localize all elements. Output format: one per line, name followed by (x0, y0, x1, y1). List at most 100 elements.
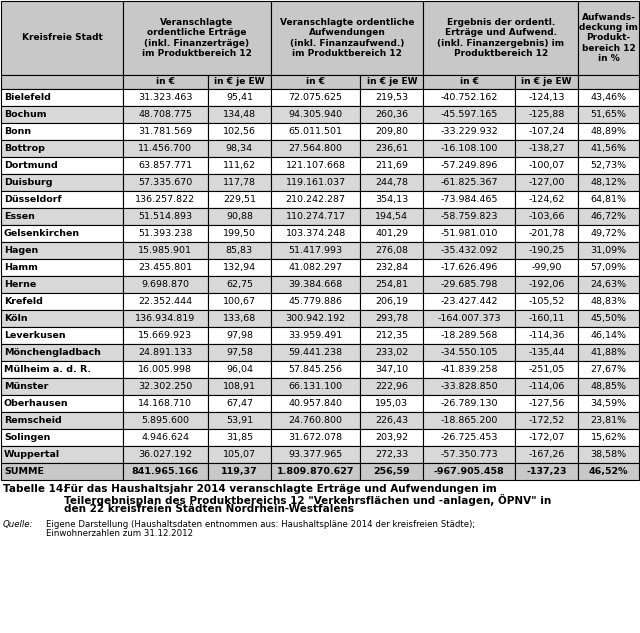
Bar (271, 123, 360, 140)
Text: 23.455.801: 23.455.801 (138, 263, 193, 272)
Text: -164.007.373: -164.007.373 (437, 314, 501, 323)
Text: 51.417.993: 51.417.993 (289, 246, 342, 255)
Text: Wuppertal: Wuppertal (4, 450, 60, 459)
Text: 41.082.297: 41.082.297 (289, 263, 342, 272)
Bar (424, 395, 515, 412)
Text: -57.350.773: -57.350.773 (440, 450, 498, 459)
Bar (424, 157, 515, 174)
Text: 46,14%: 46,14% (591, 331, 627, 340)
Bar (515, 310, 578, 327)
Bar (271, 106, 360, 123)
Text: den 22 kreisfreien Städten Nordrhein-Westfalens: den 22 kreisfreien Städten Nordrhein-Wes… (64, 504, 354, 514)
Bar (208, 293, 271, 310)
Text: Krefeld: Krefeld (4, 297, 43, 306)
Bar (123, 89, 208, 106)
Bar (578, 395, 639, 412)
Bar (578, 310, 639, 327)
Bar (360, 89, 424, 106)
Bar (123, 446, 208, 463)
Text: 110.274.717: 110.274.717 (285, 212, 346, 221)
Bar (424, 412, 515, 429)
Bar (515, 259, 578, 276)
Bar (578, 225, 639, 242)
Text: in € je EW: in € je EW (367, 77, 417, 87)
Text: Hagen: Hagen (4, 246, 38, 255)
Text: 276,08: 276,08 (375, 246, 408, 255)
Bar (1, 378, 123, 395)
Text: 1.809.870.627: 1.809.870.627 (277, 467, 355, 476)
Text: 48,12%: 48,12% (591, 178, 627, 187)
Text: -967.905.458: -967.905.458 (434, 467, 504, 476)
Bar (123, 276, 208, 293)
Bar (515, 225, 578, 242)
Bar (123, 395, 208, 412)
Text: Eigene Darstellung (Haushaltsdaten entnommen aus: Haushaltspläne 2014 der kreisf: Eigene Darstellung (Haushaltsdaten entno… (46, 520, 476, 529)
Bar (123, 361, 208, 378)
Text: in €: in € (156, 77, 175, 87)
Text: 38,58%: 38,58% (591, 450, 627, 459)
Bar (123, 463, 208, 480)
Bar (123, 429, 208, 446)
Text: -160,11: -160,11 (528, 314, 564, 323)
Text: -172,52: -172,52 (528, 416, 564, 425)
Bar (360, 378, 424, 395)
Bar (208, 327, 271, 344)
Bar (208, 174, 271, 191)
Text: 119.161.037: 119.161.037 (285, 178, 346, 187)
Text: 45.779.886: 45.779.886 (289, 297, 342, 306)
Bar (360, 429, 424, 446)
Text: Tabelle 14:: Tabelle 14: (3, 484, 67, 494)
Bar (424, 123, 515, 140)
Text: Teilergebnisplan des Produktbereichs 12 "Verkehrsflächen und -anlagen, ÖPNV" in: Teilergebnisplan des Produktbereichs 12 … (64, 494, 551, 506)
Bar (123, 1, 271, 75)
Text: Essen: Essen (4, 212, 35, 221)
Text: 4.946.624: 4.946.624 (141, 433, 189, 442)
Bar (360, 310, 424, 327)
Text: 52,73%: 52,73% (591, 161, 627, 170)
Bar (208, 242, 271, 259)
Text: 219,53: 219,53 (375, 93, 408, 102)
Text: 212,35: 212,35 (375, 331, 408, 340)
Text: 31,09%: 31,09% (591, 246, 627, 255)
Bar (578, 344, 639, 361)
Bar (360, 344, 424, 361)
Text: 51.393.238: 51.393.238 (138, 229, 193, 238)
Bar (578, 361, 639, 378)
Bar (208, 259, 271, 276)
Bar (123, 106, 208, 123)
Text: Hamm: Hamm (4, 263, 38, 272)
Bar (578, 429, 639, 446)
Bar (208, 106, 271, 123)
Bar (360, 463, 424, 480)
Bar (271, 242, 360, 259)
Text: 14.168.710: 14.168.710 (138, 399, 193, 408)
Text: -61.825.367: -61.825.367 (440, 178, 498, 187)
Bar (515, 395, 578, 412)
Bar (123, 157, 208, 174)
Text: -58.759.823: -58.759.823 (440, 212, 498, 221)
Text: 203,92: 203,92 (375, 433, 408, 442)
Text: -18.289.568: -18.289.568 (440, 331, 498, 340)
Bar (271, 174, 360, 191)
Bar (515, 446, 578, 463)
Bar (208, 463, 271, 480)
Text: 136.257.822: 136.257.822 (135, 195, 195, 204)
Bar (1, 463, 123, 480)
Text: 136.934.819: 136.934.819 (135, 314, 196, 323)
Bar (1, 225, 123, 242)
Text: 93.377.965: 93.377.965 (289, 450, 343, 459)
Text: 272,33: 272,33 (375, 450, 408, 459)
Bar (578, 191, 639, 208)
Text: 46,72%: 46,72% (591, 212, 627, 221)
Text: Solingen: Solingen (4, 433, 51, 442)
Text: 43,46%: 43,46% (591, 93, 627, 102)
Bar (271, 89, 360, 106)
Bar (360, 75, 424, 89)
Text: Bochum: Bochum (4, 110, 47, 119)
Bar (424, 446, 515, 463)
Bar (360, 242, 424, 259)
Bar (1, 191, 123, 208)
Text: 15.669.923: 15.669.923 (138, 331, 193, 340)
Text: -107,24: -107,24 (528, 127, 564, 136)
Bar (271, 191, 360, 208)
